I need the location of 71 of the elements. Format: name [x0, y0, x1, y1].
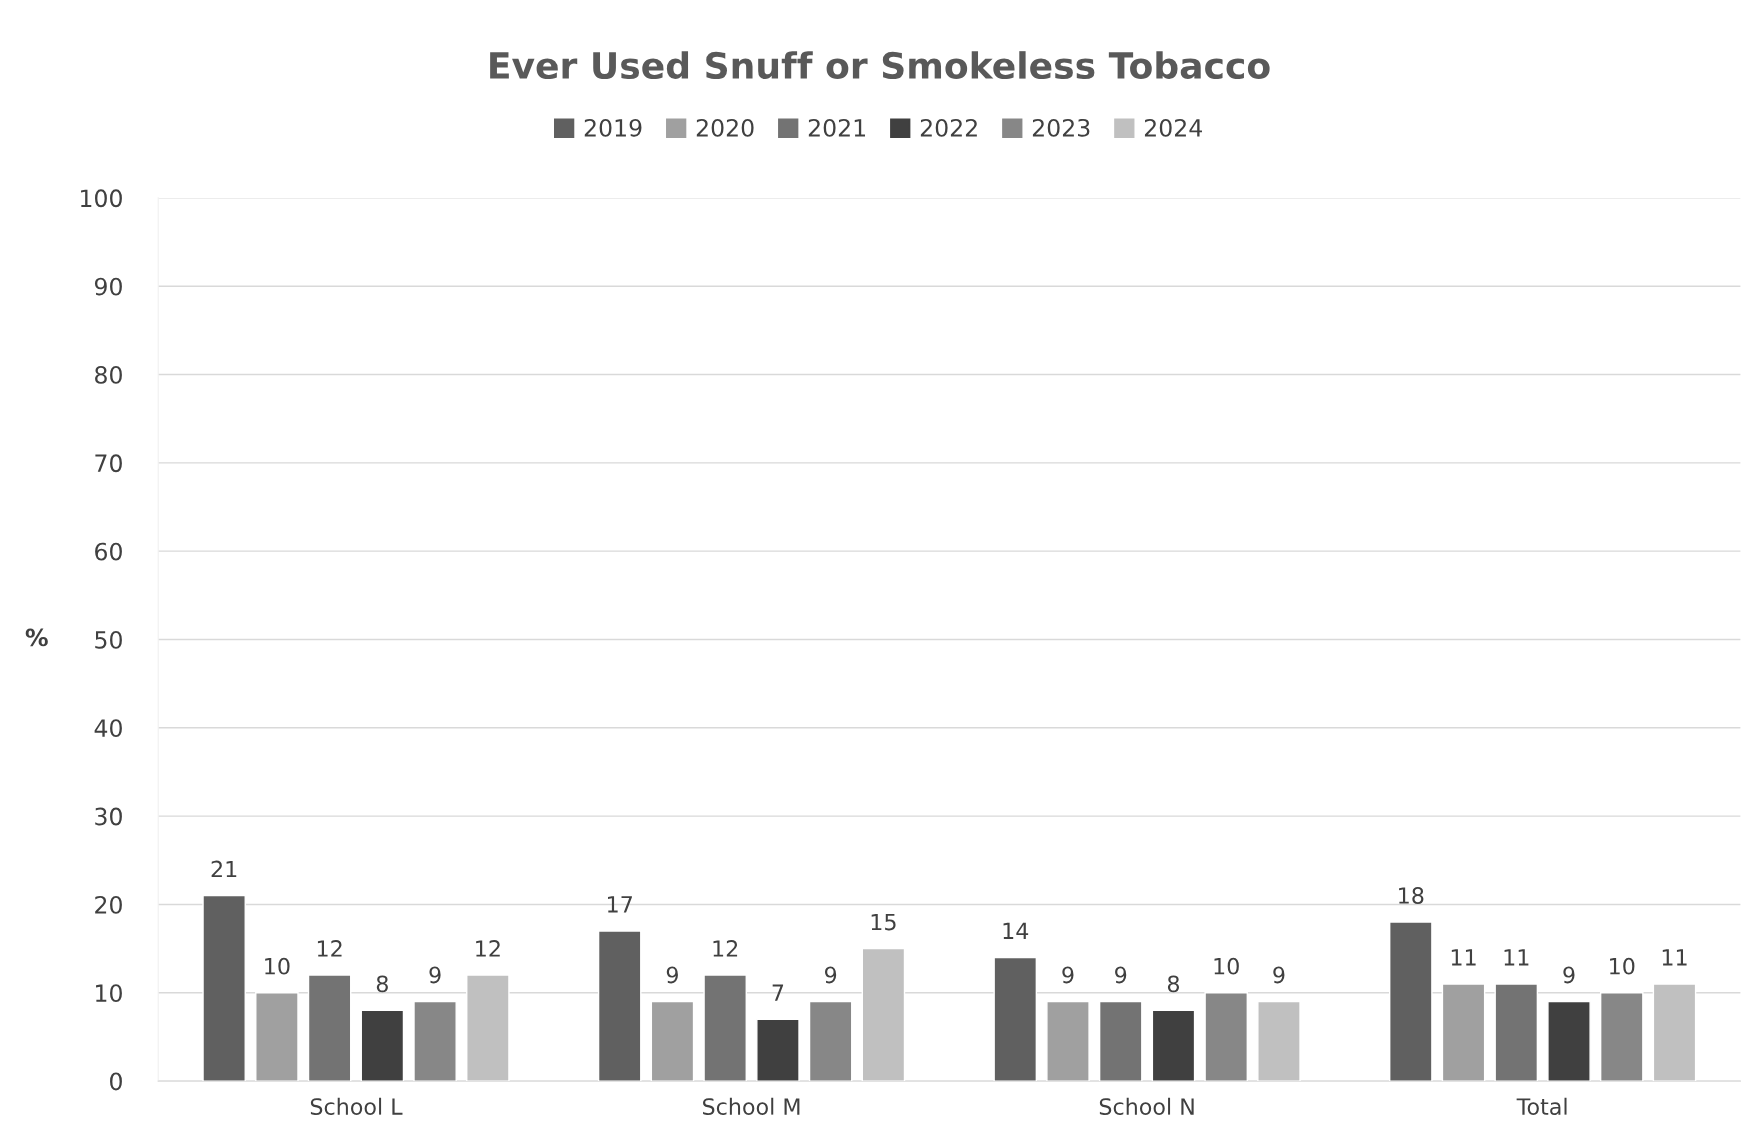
y-tick-label: 30 [95, 807, 122, 826]
data-label: 10 [1610, 957, 1635, 975]
bar [1098, 1000, 1143, 1082]
y-tick-label: 0 [110, 1072, 122, 1091]
y-axis-title: % [25, 628, 48, 647]
legend-label: 2024 [1144, 118, 1202, 137]
y-tick-label: 10 [96, 984, 122, 1003]
bar [1389, 921, 1433, 1082]
bar [1441, 983, 1486, 1082]
bar [1257, 1000, 1301, 1082]
data-label: 9 [824, 966, 837, 984]
bar [808, 1000, 853, 1082]
y-tick-label: 60 [95, 542, 122, 561]
data-label: 9 [1563, 966, 1575, 984]
bar [703, 974, 747, 1082]
bar [1652, 983, 1697, 1082]
x-tick-label: School M [703, 1097, 800, 1115]
bar [1494, 983, 1539, 1082]
y-tick-label: 40 [94, 719, 122, 738]
legend-label: 2023 [1032, 118, 1090, 137]
data-label: 18 [1399, 887, 1424, 904]
y-tick-label: 20 [95, 895, 122, 914]
data-label: 14 [1003, 922, 1029, 939]
bar [993, 956, 1038, 1082]
data-label: 9 [1273, 966, 1285, 984]
bar [307, 974, 352, 1082]
data-label: 11 [1662, 949, 1687, 966]
legend-label: 2020 [696, 118, 754, 137]
data-label: 10 [265, 957, 290, 975]
y-tick-label: 80 [95, 365, 122, 384]
data-label: 9 [429, 966, 441, 984]
bar [202, 894, 246, 1082]
data-label: 8 [1167, 975, 1180, 993]
data-label: 12 [713, 940, 738, 957]
data-label: 10 [1214, 957, 1239, 975]
data-label: 11 [1451, 949, 1476, 966]
data-label: 11 [1504, 949, 1529, 966]
bar [597, 930, 642, 1082]
data-label: 9 [1062, 966, 1074, 984]
y-tick-label: 50 [95, 630, 122, 649]
bar [255, 992, 299, 1082]
bar [861, 947, 906, 1082]
bar [650, 1000, 695, 1082]
data-label: 7 [772, 984, 784, 1001]
bar [466, 974, 510, 1082]
data-label: 12 [317, 940, 342, 957]
legend-label: 2021 [808, 118, 866, 137]
bar [1046, 1000, 1090, 1082]
y-tick-label: 70 [95, 454, 122, 473]
legend-label: 2022 [920, 118, 977, 137]
data-label: 21 [211, 860, 237, 878]
data-label: 9 [666, 966, 678, 984]
x-tick-label: School N [1099, 1097, 1194, 1115]
data-label: 12 [476, 940, 500, 957]
y-tick-label: 100 [81, 189, 122, 208]
data-label: 8 [376, 975, 388, 993]
legend-label: 2019 [584, 118, 642, 137]
bar [1151, 1009, 1196, 1082]
bar [756, 1018, 800, 1082]
bar [1204, 992, 1248, 1082]
data-label: 9 [1115, 966, 1127, 984]
bar [1599, 992, 1644, 1082]
bar [413, 1000, 457, 1082]
data-label: 17 [608, 896, 632, 913]
bar [1547, 1000, 1591, 1082]
data-label: 15 [871, 913, 896, 931]
chart-title: Ever Used Snuff or Smokeless Tobacco [490, 51, 1270, 80]
x-tick-label: School L [310, 1097, 403, 1115]
y-tick-label: 90 [94, 277, 122, 296]
x-tick-label: Total [1516, 1097, 1567, 1115]
bar [360, 1009, 405, 1082]
